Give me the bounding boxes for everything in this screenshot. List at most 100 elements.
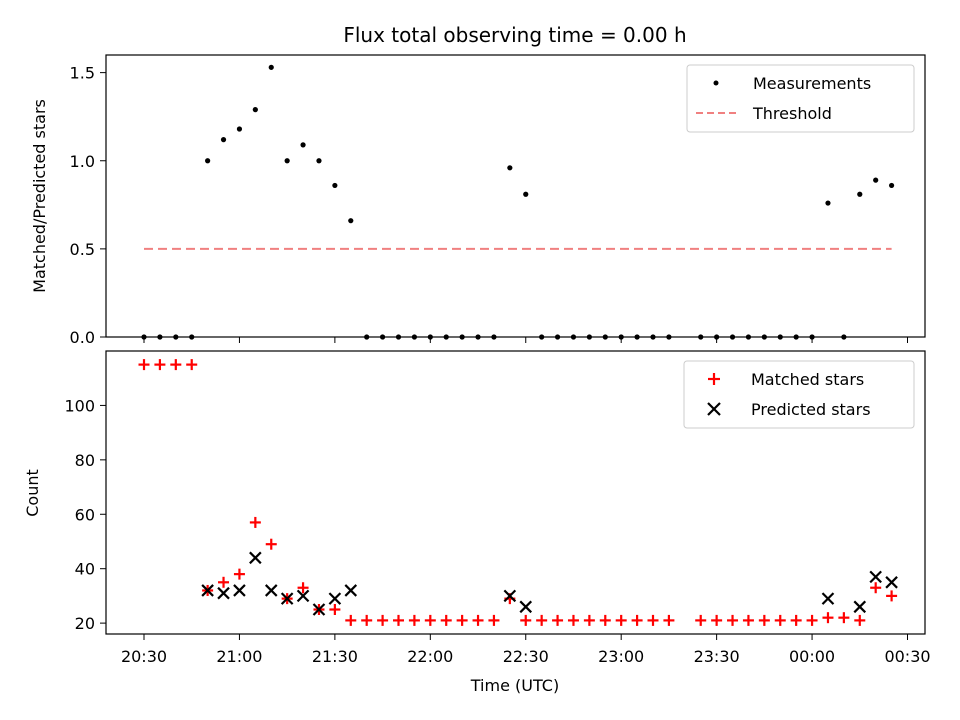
- top-legend-box: [686, 64, 915, 133]
- measurement-point: [252, 107, 258, 113]
- top-marks: [141, 64, 895, 340]
- measurement-point: [793, 334, 799, 340]
- predicted-star-point: [328, 592, 342, 605]
- legend-measurements-label: Measurements: [753, 74, 871, 93]
- measurement-point: [411, 334, 418, 340]
- matched-star-point: [583, 614, 595, 626]
- measurement-point: [443, 334, 449, 340]
- measurement-point: [364, 334, 370, 340]
- matched-star-point: [233, 568, 245, 580]
- top-legend: Measurements Threshold: [686, 64, 915, 133]
- measurement-point: [268, 64, 274, 70]
- top-y-tick-label: 1.0: [70, 152, 95, 171]
- x-tick-label: 22:00: [407, 647, 453, 666]
- legend-measurements-marker: [713, 80, 719, 86]
- predicted-star-point: [280, 592, 294, 605]
- predicted-star-point: [344, 584, 358, 597]
- measurement-point: [348, 218, 354, 224]
- top-y-tick-label: 1.5: [70, 64, 95, 83]
- measurement-point: [809, 334, 815, 340]
- measurement-point: [650, 334, 656, 340]
- x-tick-label: 21:30: [312, 647, 358, 666]
- matched-star-point: [631, 614, 643, 626]
- top-y-tick-label: 0.5: [70, 240, 95, 259]
- bottom-plot-area: [105, 350, 926, 635]
- top-y-axis-label: Matched/Predicted stars: [30, 99, 49, 293]
- measurement-point: [395, 334, 402, 340]
- matched-star-point: [615, 614, 627, 626]
- measurement-point: [698, 334, 704, 340]
- matched-star-point: [456, 614, 468, 626]
- measurement-point: [825, 200, 831, 206]
- matched-star-point: [552, 614, 564, 626]
- measurement-point: [873, 177, 879, 183]
- matched-star-point: [536, 614, 548, 626]
- matched-star-point: [265, 538, 277, 550]
- matched-star-point: [297, 582, 309, 594]
- measurement-point: [205, 158, 211, 164]
- predicted-star-point: [312, 603, 326, 616]
- measurement-point: [857, 191, 863, 197]
- matched-star-point: [154, 359, 166, 371]
- x-tick-label: 23:30: [694, 647, 740, 666]
- legend-predicted-label: Predicted stars: [751, 400, 871, 419]
- bottom-y-tick-label: 40: [75, 560, 95, 579]
- matched-star-point: [488, 614, 500, 626]
- bottom-legend: Matched stars Predicted stars: [683, 360, 915, 429]
- measurement-point: [379, 334, 386, 340]
- legend-matched-marker: [708, 373, 720, 385]
- bottom-y-ticks: 20 40 60 80 100: [64, 396, 106, 633]
- matched-star-point: [647, 614, 659, 626]
- matched-star-point: [806, 614, 818, 626]
- matched-star-point: [186, 359, 198, 371]
- x-tick-label: 20:30: [121, 647, 167, 666]
- measurement-point: [777, 334, 783, 340]
- predicted-star-point: [249, 551, 262, 565]
- x-tick-label: 21:00: [216, 647, 262, 666]
- matched-star-point: [742, 614, 754, 626]
- measurement-point: [141, 334, 147, 340]
- measurement-point: [888, 182, 895, 189]
- matched-star-point: [249, 516, 261, 528]
- measurement-point: [316, 158, 322, 164]
- measurement-point: [666, 334, 672, 340]
- matched-star-point: [440, 614, 452, 626]
- matched-star-point: [870, 582, 882, 594]
- measurement-point: [586, 334, 592, 340]
- matched-star-point: [758, 614, 770, 626]
- predicted-star-point: [869, 570, 882, 584]
- matched-star-point: [790, 614, 802, 626]
- measurement-point: [745, 334, 752, 340]
- top-plot-area: [105, 54, 926, 338]
- top-y-tick-label: 0.0: [70, 328, 95, 347]
- bottom-y-tick-label: 100: [64, 396, 95, 415]
- matched-star-point: [218, 576, 230, 588]
- measurement-point: [173, 334, 179, 340]
- matched-star-point: [170, 359, 182, 371]
- predicted-star-point: [201, 584, 214, 597]
- matched-star-point: [663, 614, 675, 626]
- predicted-star-point: [264, 584, 278, 597]
- matched-star-point: [854, 614, 866, 626]
- matched-star-point: [424, 614, 436, 626]
- measurement-point: [634, 334, 640, 340]
- measurement-point: [761, 334, 767, 340]
- measurement-point: [475, 334, 481, 340]
- measurement-point: [618, 334, 624, 340]
- top-panel: 0.0 0.5 1.0 1.5 Matched/Predicted stars Mea…: [30, 54, 926, 347]
- predicted-star-point: [296, 589, 310, 603]
- top-y-ticks: 0.0 0.5 1.0 1.5: [70, 64, 106, 347]
- matched-star-point: [361, 614, 373, 626]
- matched-star-point: [774, 614, 786, 626]
- x-axis-label: Time (UTC): [470, 676, 559, 695]
- predicted-star-point: [503, 589, 517, 603]
- bottom-y-tick-label: 80: [75, 451, 95, 470]
- measurement-point: [507, 165, 513, 171]
- measurement-point: [523, 191, 529, 197]
- measurement-point: [284, 158, 290, 164]
- measurement-point: [841, 334, 847, 340]
- measurement-point: [570, 334, 577, 340]
- predicted-star-point: [519, 600, 533, 614]
- matched-star-point: [727, 614, 739, 626]
